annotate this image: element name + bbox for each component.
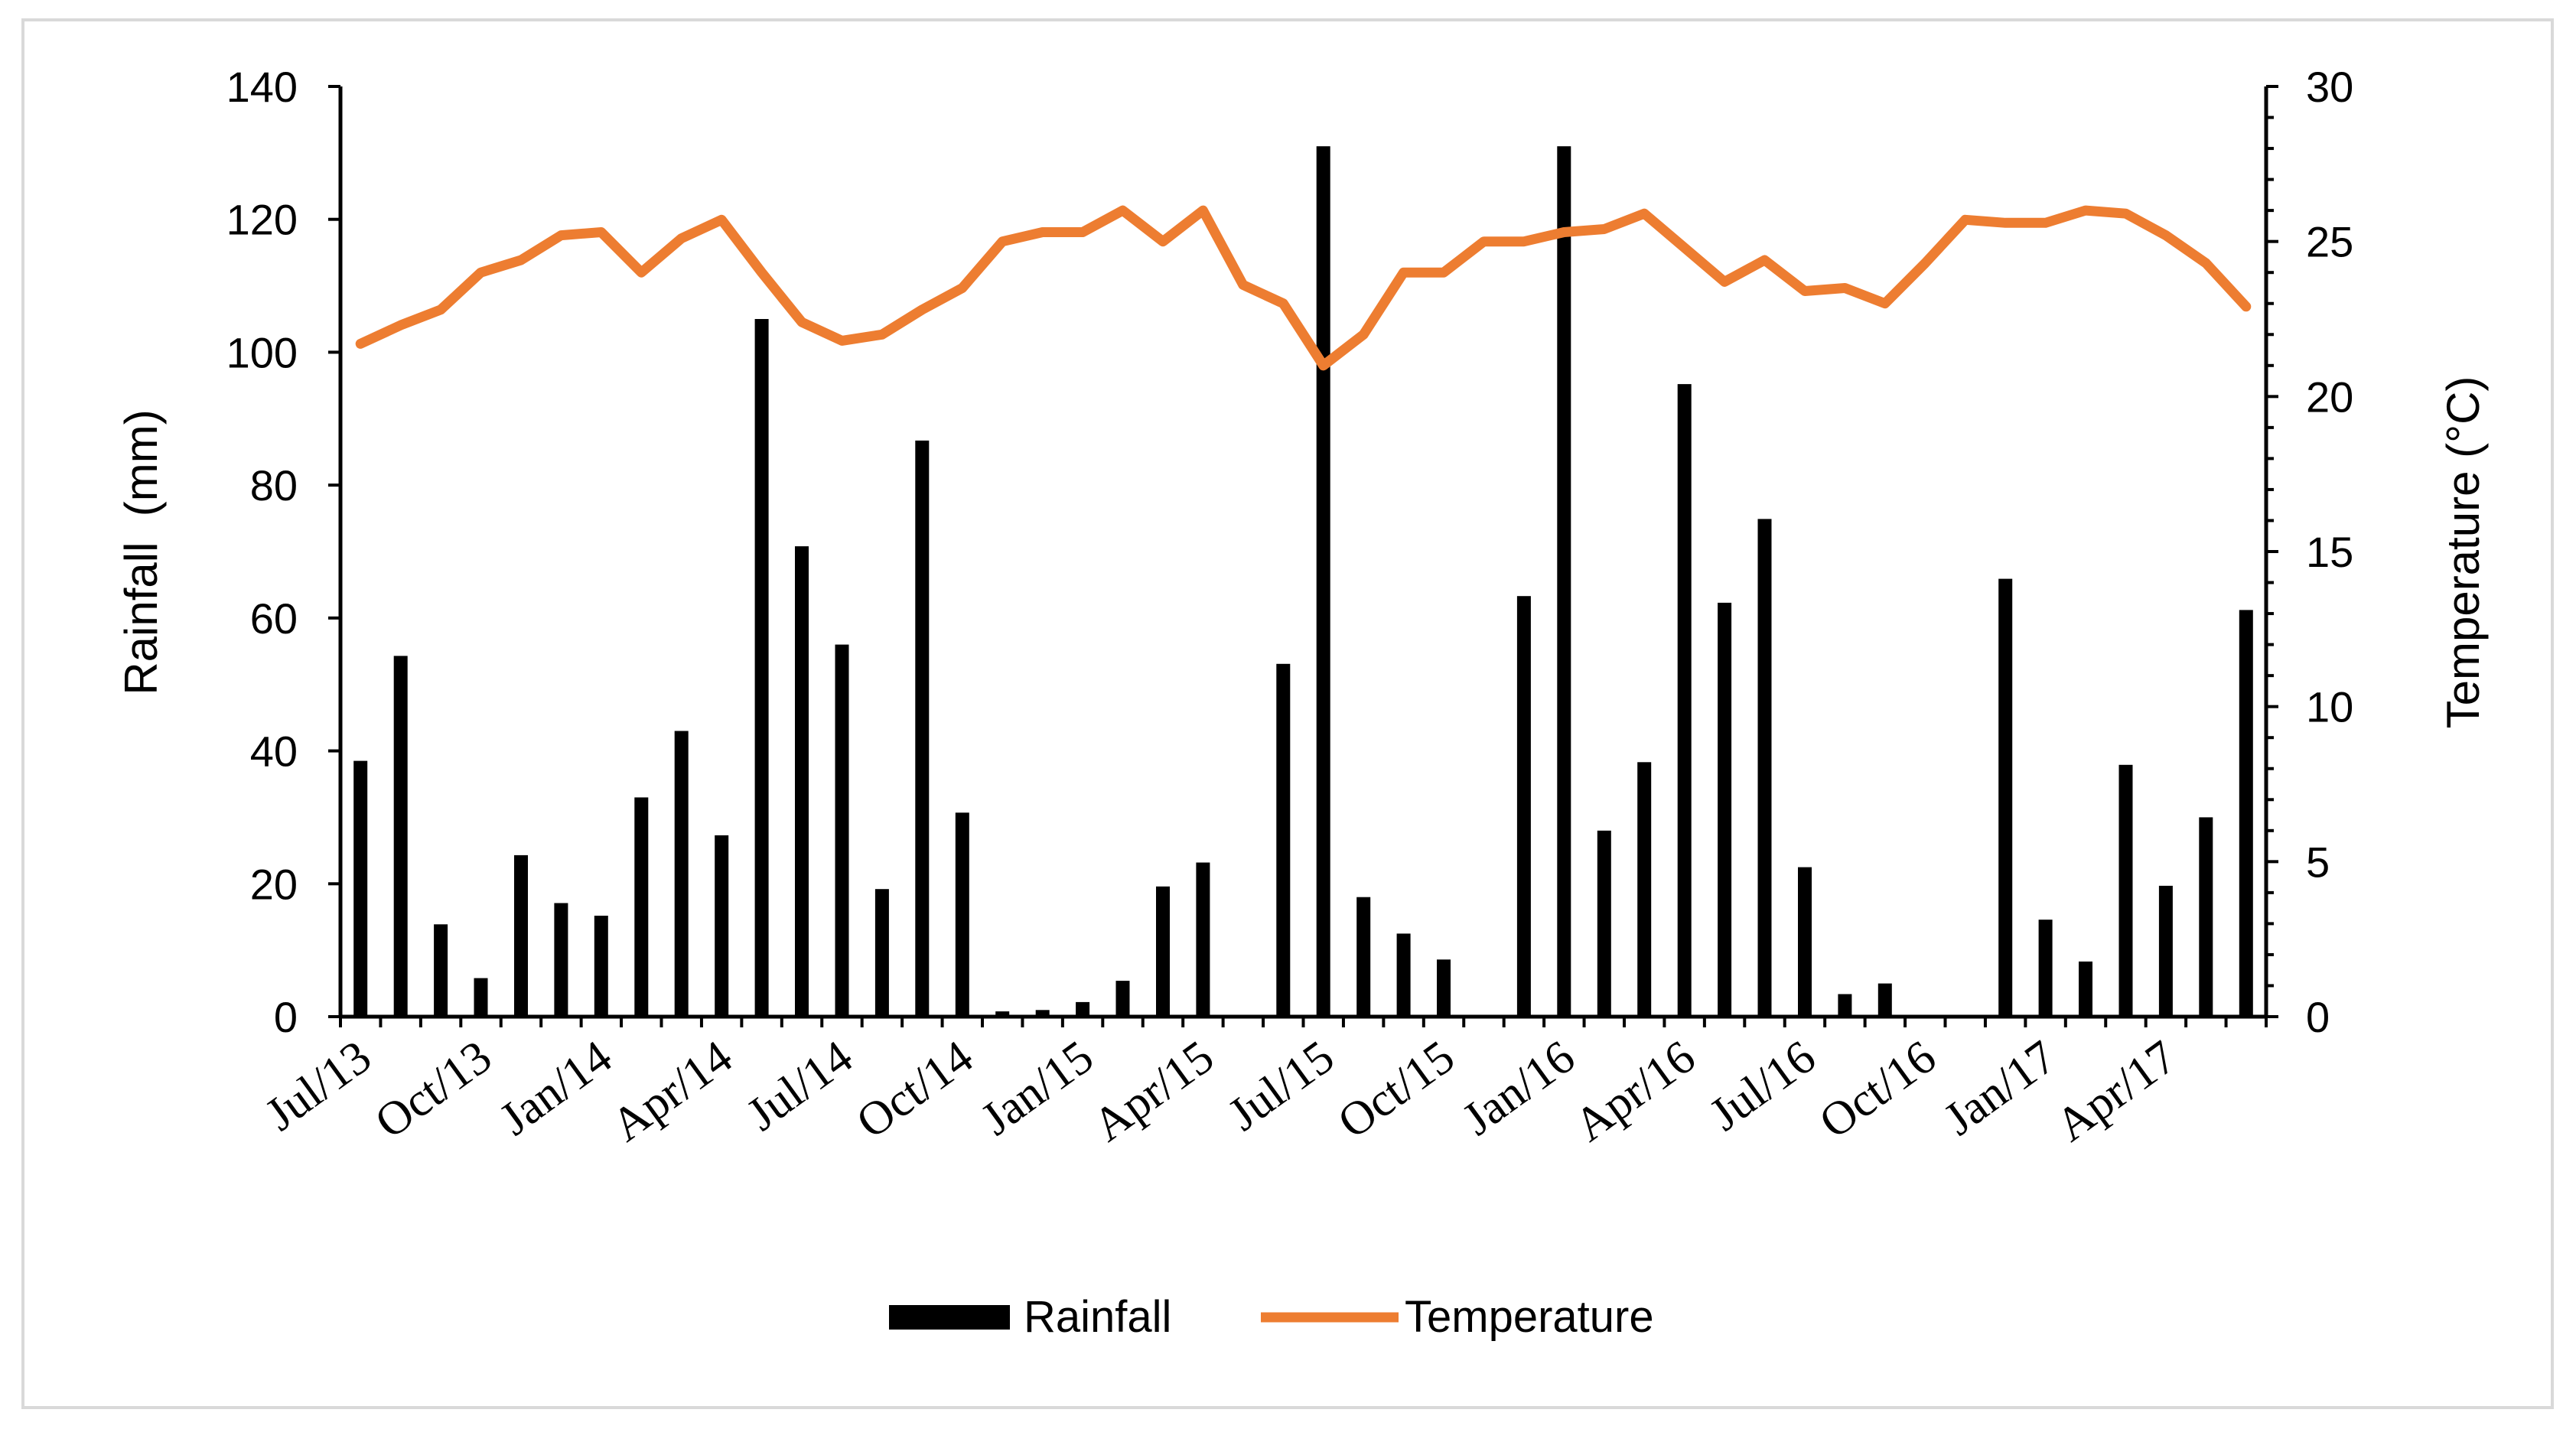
legend-rainfall-label: Rainfall (1024, 1292, 1171, 1342)
rainfall-bar-Jul-13 (353, 760, 368, 1017)
rainfall-bar-Dec-16 (1998, 578, 2013, 1017)
rainfall-bar-Jan-14 (594, 916, 608, 1017)
rainfall-bar-Mar-16 (1637, 762, 1652, 1017)
y-tick-label: 140 (226, 63, 298, 111)
rainfall-bar-Jun-16 (1757, 519, 1772, 1017)
axes (338, 86, 2268, 1019)
y-tick-label: 120 (226, 196, 298, 244)
rainfall-bar-Jul-15 (1316, 146, 1330, 1017)
temperature-series (355, 205, 2252, 371)
x-tick-label: Jan/16 (1454, 1030, 1584, 1145)
rainfall-bar-May-16 (1718, 602, 1732, 1017)
rainfall-bar-Apr-16 (1677, 384, 1692, 1017)
x-tick-label: Jul/14 (738, 1030, 862, 1141)
rainfall-bar-Sep-14 (915, 440, 930, 1017)
y2-tick-label: 15 (2306, 528, 2353, 576)
rainfall-bar-Sep-16 (1877, 983, 1892, 1017)
rainfall-bar-Jun-14 (795, 546, 809, 1017)
y2-tick-label: 25 (2306, 218, 2353, 266)
rainfall-bar-Jan-15 (1076, 1001, 1090, 1017)
legend-rainfall-swatch (889, 1305, 1010, 1330)
rainfall-bar-Feb-14 (634, 797, 649, 1017)
y2-tick-label: 0 (2306, 993, 2330, 1041)
x-tick-label: Oct/13 (366, 1030, 500, 1148)
rainfall-bar-Aug-14 (874, 889, 889, 1017)
rainfall-bar-Dec-14 (1035, 1010, 1050, 1017)
rainfall-bar-May-17 (2199, 817, 2213, 1017)
x-tick-label: Apr/15 (1084, 1030, 1223, 1151)
rainfall-bar-Mar-17 (2118, 764, 2133, 1017)
rainfall-bar-Feb-17 (2079, 961, 2092, 1017)
rainfall-bar-Jan-17 (2038, 920, 2053, 1017)
x-tick-label: Oct/15 (1329, 1030, 1464, 1148)
rainfall-bar-Aug-15 (1356, 897, 1371, 1017)
rainfall-bar-Mar-15 (1156, 886, 1170, 1017)
rainfall-bar-May-14 (754, 319, 769, 1017)
x-tick-label: Jul/15 (1219, 1030, 1343, 1141)
rainfall-bar-Dec-15 (1516, 596, 1531, 1017)
temperature-line (355, 205, 2252, 371)
rainfall-bar-Oct-14 (955, 812, 969, 1017)
y-tick-label: 40 (250, 728, 298, 776)
legend: Rainfall Temperature (889, 1292, 1654, 1342)
y2-tick-label: 5 (2306, 838, 2330, 886)
axis-ticks (328, 85, 2278, 1027)
y-tick-label: 60 (250, 594, 298, 643)
y-tick-label: 80 (250, 461, 298, 509)
rainfall-bar-Dec-13 (554, 903, 568, 1017)
x-tick-label: Jan/14 (490, 1030, 621, 1145)
rainfall-bar-Oct-15 (1437, 959, 1451, 1017)
x-tick-label: Apr/16 (1565, 1030, 1705, 1151)
y2-tick-label: 30 (2306, 63, 2353, 111)
rainfall-bar-Sep-13 (434, 924, 448, 1017)
rainfall-bar-Jul-16 (1798, 867, 1812, 1017)
rainfall-bar-Aug-16 (1838, 994, 1852, 1017)
x-tick-label: Jan/17 (1935, 1030, 2066, 1145)
y-tick-label: 100 (226, 328, 298, 376)
x-tick-label: Apr/14 (602, 1030, 741, 1151)
x-tick-label: Oct/14 (848, 1030, 982, 1148)
x-tick-label: Jul/16 (1701, 1030, 1825, 1141)
legend-temperature-label: Temperature (1405, 1292, 1654, 1342)
y-tick-label: 0 (274, 993, 298, 1041)
rainfall-bar-Sep-15 (1396, 933, 1411, 1017)
rainfall-bar-Aug-13 (393, 656, 408, 1017)
rainfall-bar-Jun-17 (2239, 610, 2253, 1017)
rainfall-bar-Oct-13 (474, 978, 488, 1017)
rainfall-bar-Nov-14 (995, 1011, 1010, 1017)
x-tick-label: Apr/17 (2047, 1030, 2186, 1151)
x-tick-label: Oct/16 (1810, 1030, 1945, 1148)
rainfall-bar-Apr-14 (715, 835, 729, 1017)
rainfall-bar-Jan-16 (1557, 146, 1571, 1017)
rainfall-bar-Feb-15 (1115, 981, 1130, 1017)
y2-tick-label: 20 (2306, 373, 2353, 421)
rainfall-bar-Feb-16 (1597, 830, 1611, 1017)
rainfall-bar-Jul-14 (835, 644, 849, 1017)
rainfall-bar-Apr-17 (2158, 885, 2173, 1017)
rainfall-bar-Apr-15 (1196, 862, 1210, 1017)
y-tick-label: 20 (250, 860, 298, 908)
y2-axis-label: Temperature (°C) (2438, 376, 2489, 729)
x-tick-label: Jan/15 (972, 1030, 1102, 1145)
rainfall-bar-Nov-13 (514, 854, 528, 1017)
rainfall-bar-Mar-14 (674, 731, 689, 1017)
y2-tick-label: 10 (2306, 683, 2353, 731)
rainfall-bar-Jun-15 (1276, 663, 1291, 1017)
rainfall-bars (353, 146, 2253, 1017)
y-axis-label: Rainfall (mm) (116, 409, 167, 695)
x-tick-label: Jul/13 (256, 1030, 381, 1141)
